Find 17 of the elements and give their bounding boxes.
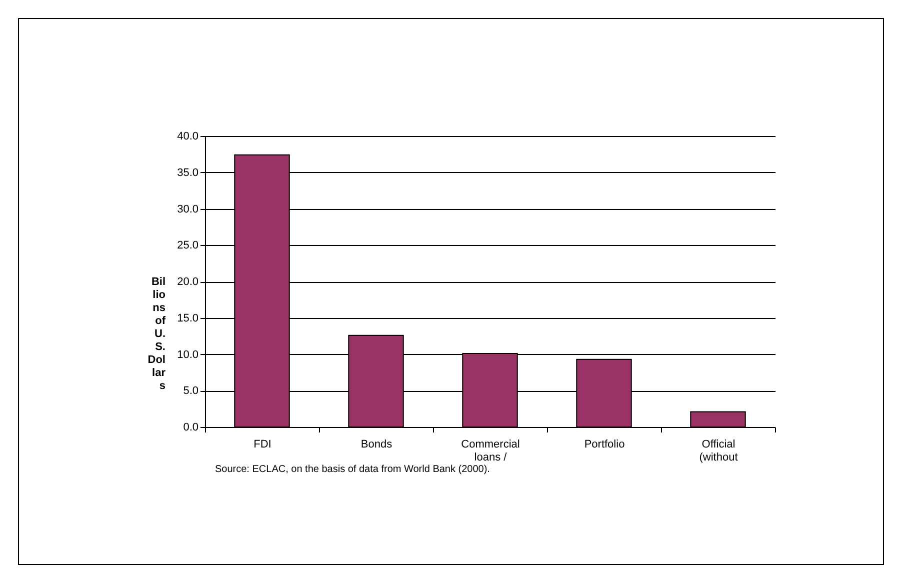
- y-tick-label: 25.0: [177, 240, 198, 252]
- x-tick-label: Portfolio: [584, 438, 625, 450]
- y-tick-label: 20.0: [177, 276, 198, 288]
- y-tick-label: 5.0: [183, 385, 198, 398]
- x-tick-label: Official (without: [699, 438, 738, 464]
- bar: [690, 411, 746, 428]
- x-tick-label: FDI: [254, 438, 272, 450]
- y-tick-label: 10.0: [177, 348, 198, 361]
- y-tick-label: 35.0: [177, 166, 198, 179]
- y-tick-label: 30.0: [177, 203, 198, 216]
- x-tick-label: Bonds: [360, 438, 393, 450]
- y-tick-label: 0.0: [183, 422, 198, 434]
- y-tick-label: 15.0: [177, 312, 198, 324]
- source-note: Source: ECLAC, on the basis of data from World Bank (2000).: [215, 464, 490, 475]
- x-tick-label: Commercial loans /: [461, 438, 520, 464]
- text: Billions of U.S. Dollars: [148, 276, 166, 392]
- y-tick-label: 40.0: [177, 130, 198, 142]
